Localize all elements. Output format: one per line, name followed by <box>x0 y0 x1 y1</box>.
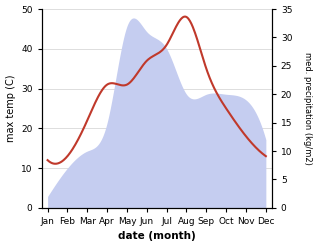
Y-axis label: max temp (C): max temp (C) <box>5 75 16 142</box>
X-axis label: date (month): date (month) <box>118 231 196 242</box>
Y-axis label: med. precipitation (kg/m2): med. precipitation (kg/m2) <box>303 52 313 165</box>
